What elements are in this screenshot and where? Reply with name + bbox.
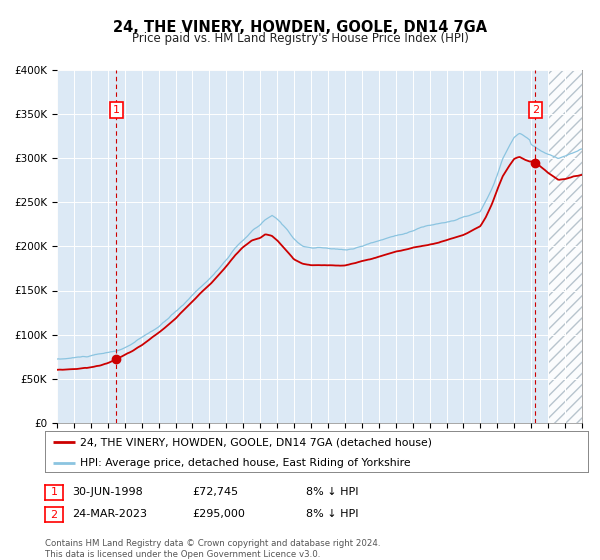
Text: 8% ↓ HPI: 8% ↓ HPI <box>306 509 359 519</box>
Text: 1: 1 <box>50 487 58 497</box>
Text: 2: 2 <box>50 510 58 520</box>
Text: 24, THE VINERY, HOWDEN, GOOLE, DN14 7GA (detached house): 24, THE VINERY, HOWDEN, GOOLE, DN14 7GA … <box>80 437 432 447</box>
Text: HPI: Average price, detached house, East Riding of Yorkshire: HPI: Average price, detached house, East… <box>80 458 411 468</box>
Text: £295,000: £295,000 <box>192 509 245 519</box>
Text: Contains HM Land Registry data © Crown copyright and database right 2024.
This d: Contains HM Land Registry data © Crown c… <box>45 539 380 559</box>
Text: 30-JUN-1998: 30-JUN-1998 <box>72 487 143 497</box>
Text: 2: 2 <box>532 105 539 115</box>
Text: 24-MAR-2023: 24-MAR-2023 <box>72 509 147 519</box>
Text: Price paid vs. HM Land Registry's House Price Index (HPI): Price paid vs. HM Land Registry's House … <box>131 32 469 45</box>
Text: 24, THE VINERY, HOWDEN, GOOLE, DN14 7GA: 24, THE VINERY, HOWDEN, GOOLE, DN14 7GA <box>113 20 487 35</box>
Bar <box>548 70 590 423</box>
Text: 1: 1 <box>113 105 120 115</box>
Text: £72,745: £72,745 <box>192 487 238 497</box>
Text: 8% ↓ HPI: 8% ↓ HPI <box>306 487 359 497</box>
